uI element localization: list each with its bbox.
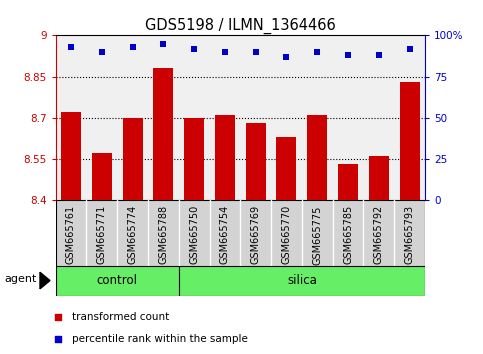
Point — [54, 336, 62, 342]
Bar — [92, 153, 112, 200]
Text: GSM665793: GSM665793 — [405, 205, 414, 264]
Point — [128, 44, 136, 50]
Text: GSM665775: GSM665775 — [313, 205, 322, 265]
Text: agent: agent — [4, 274, 37, 284]
Point — [190, 46, 198, 51]
Text: GSM665785: GSM665785 — [343, 205, 353, 264]
Text: GSM665770: GSM665770 — [282, 205, 291, 264]
Text: transformed count: transformed count — [72, 312, 170, 322]
Bar — [399, 82, 420, 200]
Text: GSM665750: GSM665750 — [189, 205, 199, 264]
Bar — [338, 164, 358, 200]
Point — [159, 41, 167, 46]
Bar — [153, 68, 173, 200]
Point — [221, 49, 229, 55]
Text: control: control — [97, 274, 138, 287]
Point — [313, 49, 321, 55]
Bar — [215, 115, 235, 200]
Text: GSM665771: GSM665771 — [97, 205, 107, 264]
Point — [98, 49, 106, 55]
Point — [252, 49, 259, 55]
Text: GSM665792: GSM665792 — [374, 205, 384, 264]
Text: GSM665769: GSM665769 — [251, 205, 261, 264]
Bar — [184, 118, 204, 200]
Text: GSM665761: GSM665761 — [66, 205, 76, 264]
Text: GSM665774: GSM665774 — [128, 205, 138, 264]
Point — [67, 44, 75, 50]
Bar — [246, 123, 266, 200]
Bar — [307, 115, 327, 200]
Point — [406, 46, 413, 51]
Point — [375, 52, 383, 58]
Bar — [61, 112, 81, 200]
Point — [283, 54, 290, 59]
Title: GDS5198 / ILMN_1364466: GDS5198 / ILMN_1364466 — [145, 18, 336, 34]
Bar — [276, 137, 297, 200]
Text: percentile rank within the sample: percentile rank within the sample — [72, 333, 248, 344]
Point — [54, 314, 62, 320]
Point — [344, 52, 352, 58]
FancyArrow shape — [40, 272, 50, 289]
Text: silica: silica — [287, 274, 317, 287]
Text: GSM665754: GSM665754 — [220, 205, 230, 264]
Bar — [123, 118, 142, 200]
Bar — [369, 156, 389, 200]
Text: GSM665788: GSM665788 — [158, 205, 168, 264]
